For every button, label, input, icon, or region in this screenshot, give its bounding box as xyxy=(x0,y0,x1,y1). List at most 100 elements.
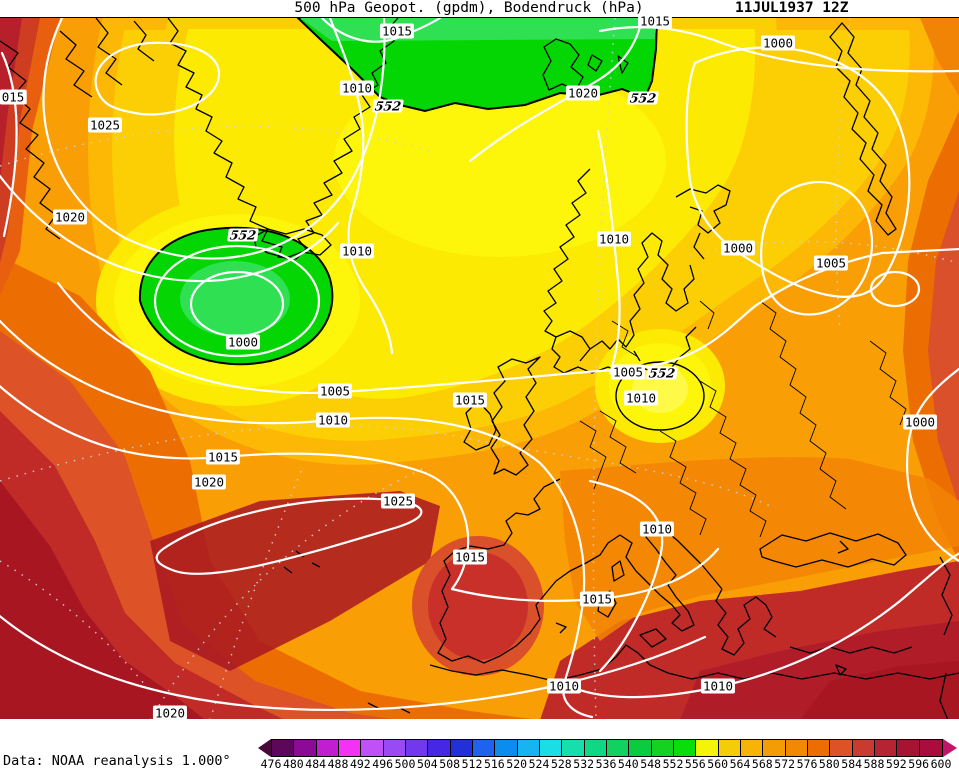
isobar-label: 1010 xyxy=(339,243,375,259)
legend-tick-label: 580 xyxy=(818,757,840,770)
legend: 476 480 484 488 492 496 500 504 508 512 516 520 524 5… xyxy=(258,739,958,770)
isobars xyxy=(0,18,959,719)
legend-tick-label: 504 xyxy=(416,757,438,770)
credits: Data: NOAA reanalysis 1.000° (C) Wetterz… xyxy=(3,721,231,770)
credits-line-data: Data: NOAA reanalysis 1.000° xyxy=(3,753,231,769)
legend-tick-label: 540 xyxy=(617,757,639,770)
legend-ticks: 476 480 484 488 492 496 500 504 508 512 516 520 524 5… xyxy=(258,757,958,770)
legend-segment xyxy=(740,740,764,756)
legend-segment xyxy=(450,740,473,756)
legend-segment xyxy=(294,740,317,756)
isobar-label: 1000 xyxy=(225,334,261,350)
isobar-label: 1015 xyxy=(452,392,488,408)
legend-tick-label: 576 xyxy=(796,757,818,770)
legend-tick-label: 600 xyxy=(930,757,952,770)
legend-tick-label: 492 xyxy=(349,757,371,770)
isobar-label: 1005 xyxy=(317,383,353,399)
map-labels: 015 1025 1020 1015 1010 1020 1015 1000 1010 1000 1… xyxy=(0,13,959,721)
isobar-label: 1020 xyxy=(52,209,88,225)
legend-tick-label: 488 xyxy=(327,757,349,770)
legend-segment xyxy=(718,740,741,756)
legend-segment xyxy=(696,740,719,756)
isobar-label: 1010 xyxy=(700,678,736,694)
legend-tick-label: 536 xyxy=(595,757,617,770)
legend-segment xyxy=(338,740,362,756)
legend-segment xyxy=(272,740,295,756)
legend-segment xyxy=(897,740,920,756)
isobar-label: 1025 xyxy=(87,117,123,133)
legend-segment xyxy=(763,740,786,756)
legend-tick-label: 480 xyxy=(282,757,304,770)
map-canvas xyxy=(0,18,959,720)
legend-segment xyxy=(428,740,451,756)
isobar-label: 1005 xyxy=(813,255,849,271)
legend-tick-label: 584 xyxy=(841,757,863,770)
legend-segment xyxy=(562,740,585,756)
isobar-label: 015 xyxy=(0,89,27,105)
legend-segment xyxy=(539,740,563,756)
legend-tick-label: 564 xyxy=(729,757,751,770)
legend-tick-label: 476 xyxy=(260,757,282,770)
legend-segment xyxy=(874,740,898,756)
isobar-label: 1025 xyxy=(380,493,416,509)
legend-tick-label: 528 xyxy=(550,757,572,770)
legend-tick-label: 508 xyxy=(439,757,461,770)
isobar-label: 1010 xyxy=(339,80,375,96)
isobar-label: 1010 xyxy=(546,678,582,694)
isobar-label: 1020 xyxy=(191,474,227,490)
height-552-label: 552 xyxy=(227,227,259,243)
isobar-label: 1000 xyxy=(720,240,756,256)
legend-tick-label: 484 xyxy=(305,757,327,770)
legend-segment xyxy=(361,740,384,756)
height-contour-552-poland xyxy=(615,361,705,431)
footer: Data: NOAA reanalysis 1.000° (C) Wetterz… xyxy=(0,719,959,770)
legend-segment xyxy=(517,740,540,756)
isobar-label: 1015 xyxy=(637,13,673,29)
legend-tick-label: 500 xyxy=(394,757,416,770)
legend-segment xyxy=(383,740,406,756)
height-552-label: 552 xyxy=(646,365,678,381)
legend-segment xyxy=(629,740,652,756)
legend-segment xyxy=(495,740,518,756)
legend-segment xyxy=(673,740,697,756)
isobar-label: 1020 xyxy=(152,705,188,721)
legend-segment xyxy=(830,740,853,756)
title-bar: 500 hPa Geopot. (gpdm), Bodendruck (hPa)… xyxy=(0,0,959,17)
legend-tick-label: 516 xyxy=(483,757,505,770)
isobar-label: 1010 xyxy=(639,521,675,537)
legend-segment xyxy=(584,740,607,756)
height-552-label: 552 xyxy=(372,98,404,114)
legend-segment xyxy=(316,740,339,756)
valid-datetime: 11JUL1937 12Z xyxy=(735,0,849,16)
legend-tick-label: 560 xyxy=(707,757,729,770)
legend-tick-label: 524 xyxy=(528,757,550,770)
legend-segment xyxy=(606,740,630,756)
weather-map: 015 1025 1020 1015 1010 1020 1015 1000 1010 1000 1… xyxy=(0,13,959,721)
legend-arrow-right xyxy=(942,739,957,757)
legend-tick-label: 552 xyxy=(662,757,684,770)
isobar-label: 1010 xyxy=(315,412,351,428)
isobar-label: 1010 xyxy=(596,231,632,247)
isobar-label: 1010 xyxy=(623,390,659,406)
isobar-label: 1000 xyxy=(760,35,796,51)
legend-segment xyxy=(405,740,429,756)
legend-segments xyxy=(271,739,943,757)
legend-segment xyxy=(651,740,674,756)
legend-bar xyxy=(258,739,957,757)
legend-tick-label: 556 xyxy=(684,757,706,770)
coastlines xyxy=(0,18,959,720)
legend-segment xyxy=(919,740,942,756)
map-title: 500 hPa Geopot. (gpdm), Bodendruck (hPa) xyxy=(294,0,644,16)
legend-segment xyxy=(785,740,808,756)
height-552-label: 552 xyxy=(627,90,659,106)
legend-arrow-left xyxy=(258,739,271,757)
legend-segment xyxy=(852,740,875,756)
legend-tick-label: 596 xyxy=(908,757,930,770)
legend-segment xyxy=(807,740,831,756)
legend-tick-label: 496 xyxy=(372,757,394,770)
isobar-label: 1005 xyxy=(610,364,646,380)
isobar-label: 1020 xyxy=(565,85,601,101)
isobar-label: 1015 xyxy=(205,449,241,465)
legend-tick-label: 512 xyxy=(461,757,483,770)
